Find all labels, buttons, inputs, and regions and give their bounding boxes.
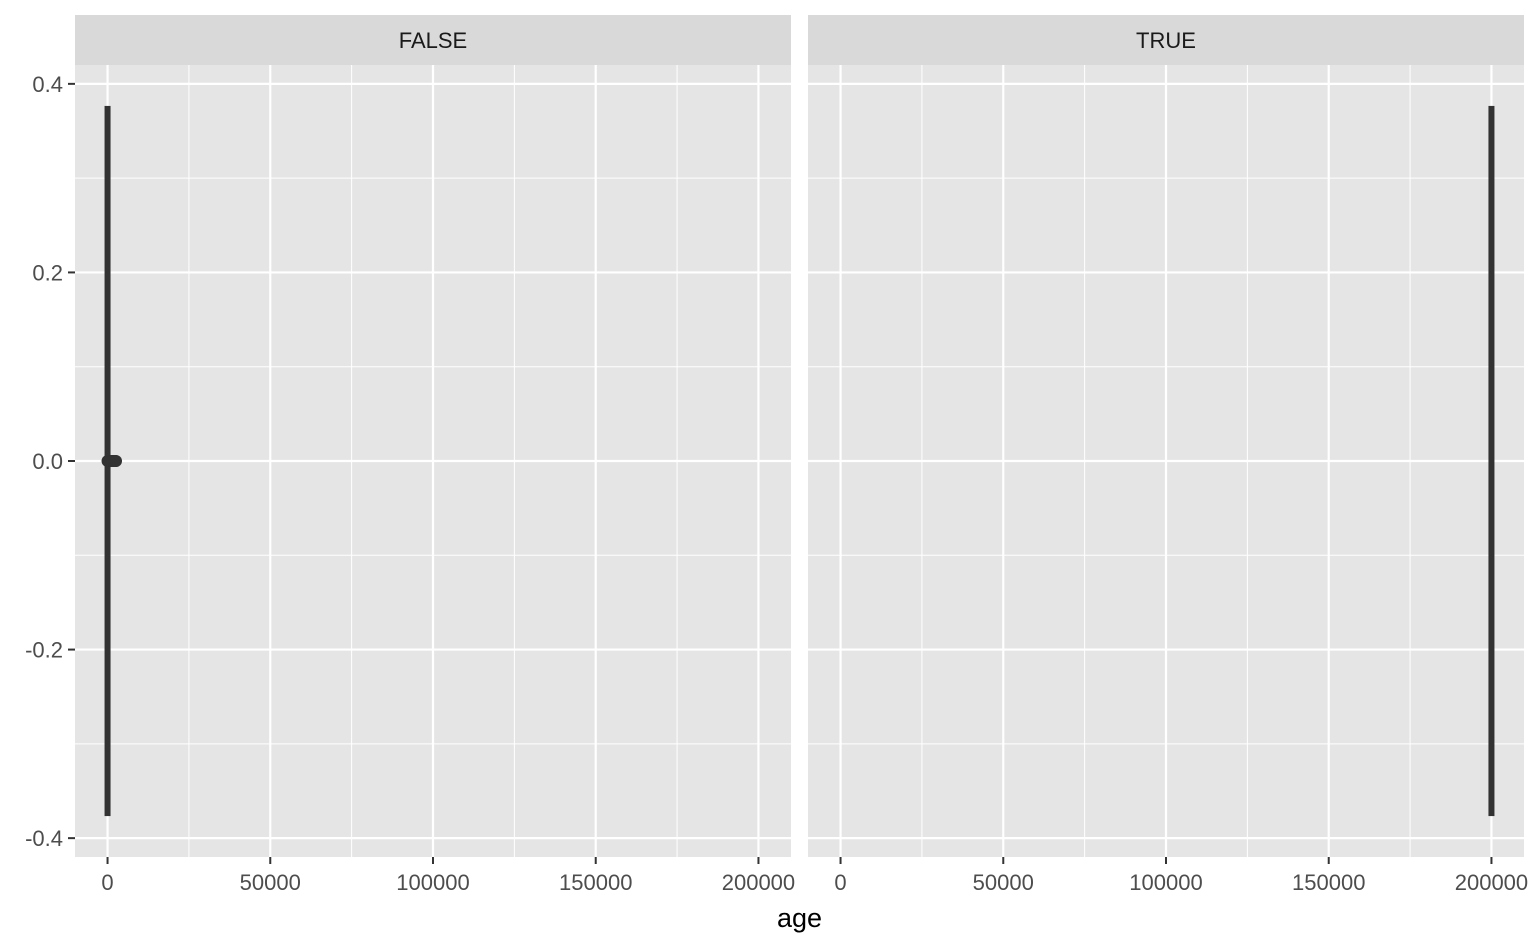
outlier-point <box>110 455 123 467</box>
x-tick-label: 0 <box>834 870 846 895</box>
x-tick-label: 50000 <box>240 870 301 895</box>
x-tick-label: 0 <box>101 870 113 895</box>
facet-strip-label: TRUE <box>1136 28 1196 53</box>
x-axis-title: age <box>777 903 822 933</box>
facet-panel-true: TRUE 0 50000 100000 150000 200000 <box>808 15 1528 895</box>
facet-strip <box>75 15 791 65</box>
y-tick-label: -0.4 <box>25 826 63 851</box>
x-tick-label: 100000 <box>1129 870 1202 895</box>
y-tick-label: 0.2 <box>32 260 63 285</box>
facet-strip-label: FALSE <box>399 28 467 53</box>
x-tick-label: 150000 <box>1292 870 1365 895</box>
y-tick-label: 0.4 <box>32 72 63 97</box>
facet-panels: FALSE 0 50000 100000 150000 200000 -0.4 -0.2 0.0… <box>25 15 1528 895</box>
x-tick-label: 200000 <box>722 870 795 895</box>
x-tick-label: 150000 <box>559 870 632 895</box>
facet-panel-false: FALSE 0 50000 100000 150000 200000 -0.4 -0.2 0.0… <box>25 15 795 895</box>
x-tick-label: 200000 <box>1455 870 1528 895</box>
y-tick-label: -0.2 <box>25 638 63 663</box>
x-tick-label: 50000 <box>973 870 1034 895</box>
facet-strip <box>808 15 1524 65</box>
y-tick-label: 0.0 <box>32 449 63 474</box>
x-tick-label: 100000 <box>396 870 469 895</box>
